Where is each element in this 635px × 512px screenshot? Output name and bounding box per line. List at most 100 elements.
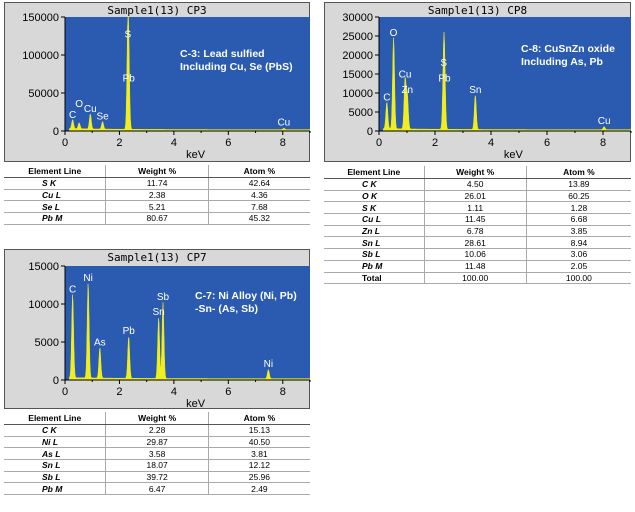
y-tick-label: 10000	[28, 299, 59, 311]
weight-cell: 4.50	[423, 178, 527, 191]
weight-cell: 39.72	[105, 471, 209, 484]
x-tick-label: 4	[171, 137, 177, 149]
y-tick-label: 15000	[28, 261, 59, 273]
element-line-cell: Sb L	[324, 248, 425, 261]
peak-label: Ni	[264, 359, 273, 370]
y-tick-label: 0	[53, 375, 59, 387]
table-row: Sb L 10.06 3.06	[324, 248, 631, 261]
atom-cell: 25.96	[208, 471, 310, 484]
peak-label: Cu	[277, 117, 290, 128]
peak-label: C	[383, 92, 390, 103]
y-tick-label: 25000	[342, 31, 373, 43]
weight-cell: 6.78	[423, 225, 527, 238]
col-atom: Atom %	[208, 412, 310, 425]
table-row: Sn L 28.61 8.94	[324, 236, 631, 250]
atom-cell: 1.28	[526, 201, 631, 215]
peak-label: Sn	[153, 307, 165, 318]
element-line-cell: Se L	[4, 200, 106, 214]
weight-cell: 26.01	[423, 190, 527, 203]
atom-cell: 8.94	[526, 236, 631, 250]
x-tick-label: 6	[225, 386, 231, 398]
x-tick-label: 8	[600, 137, 606, 149]
x-tick-label: 6	[225, 137, 231, 149]
spectrum-cp7: Sample1(13) CP7 C Ni As Pb Sb Sn Ni 0 5000 10000 1…	[4, 249, 311, 410]
composition-table: Element Line Weight % Atom % C K 4.50 13.8…	[324, 166, 631, 285]
y-tick-label: 15000	[342, 69, 373, 81]
peak-label: C	[69, 110, 76, 121]
table-row: S K 1.11 1.28	[324, 201, 631, 215]
weight-cell: 10.06	[423, 248, 527, 261]
annotation-line-2: -Sn- (As, Sb)	[195, 303, 258, 315]
peak-label: As	[94, 338, 106, 349]
weight-cell: 29.87	[105, 436, 209, 449]
element-line-cell: Pb M	[4, 482, 106, 496]
table-row: As L 3.58 3.81	[4, 447, 310, 461]
x-tick-label: 2	[116, 386, 122, 398]
element-line-cell: Cu L	[4, 189, 106, 202]
plot-area	[65, 17, 310, 131]
table-row: C K 2.28 15.13	[4, 424, 310, 437]
weight-cell: 2.28	[105, 424, 209, 437]
table-row: Sn L 18.07 12.12	[4, 459, 310, 472]
element-line-cell: S K	[4, 177, 106, 190]
atom-cell: 42.64	[208, 177, 310, 190]
element-line-cell: Ni L	[4, 436, 106, 449]
weight-cell: 1.11	[423, 201, 527, 215]
x-tick-label: 8	[280, 137, 286, 149]
weight-cell: 2.38	[105, 189, 209, 202]
element-line-cell: Zn L	[324, 225, 425, 238]
peak-label: S	[440, 58, 447, 69]
y-tick-label: 100000	[22, 50, 59, 62]
table-row: Pb M 11.48 2.05	[324, 260, 631, 273]
plot-area	[65, 266, 310, 380]
spectrum-cp3: Sample1(13) CP3 C O Cu Se Pb S Cu 0 50000 100000 1…	[4, 2, 311, 162]
table-row: Se L 5.21 7.68	[4, 200, 310, 214]
atom-cell: 45.32	[208, 212, 310, 225]
peak-label: Zn	[401, 85, 413, 96]
x-tick-label: 4	[171, 386, 177, 398]
atom-cell: 13.89	[526, 178, 631, 191]
atom-cell: 6.68	[526, 213, 631, 226]
panel-cp8: Sample1(13) CP8 C O Cu Zn S Pb Sn Cu 0 5000 10000 1…	[324, 2, 632, 302]
y-tick-label: 20000	[342, 50, 373, 62]
composition-table: Element Line Weight % Atom % C K 2.28 15.1…	[4, 412, 310, 496]
peak-label: Pb	[438, 73, 451, 84]
chart-title: Sample1(13) CP3	[107, 4, 207, 17]
element-line-cell: C K	[4, 424, 106, 437]
x-tick-label: 6	[544, 137, 550, 149]
peak-label: Sb	[157, 292, 170, 303]
weight-cell: 28.61	[423, 236, 527, 250]
atom-cell: 2.49	[208, 482, 310, 496]
element-line-cell: S K	[324, 201, 425, 215]
peak-label: C	[69, 284, 76, 295]
col-element-line: Element Line	[4, 165, 106, 178]
x-tick-label: 0	[62, 137, 68, 149]
y-tick-label: 5000	[35, 337, 59, 349]
atom-cell: 60.25	[526, 190, 631, 203]
atom-cell: 3.85	[526, 225, 631, 238]
atom-cell: 2.05	[526, 260, 631, 273]
atom-cell: 100.00	[526, 272, 631, 285]
weight-cell: 11.74	[105, 177, 209, 190]
table-total-row: Total 100.00 100.00	[324, 272, 631, 285]
spectrum-trace	[65, 16, 311, 132]
weight-cell: 18.07	[105, 459, 209, 472]
peak-label: O	[75, 99, 83, 110]
spectrum-cp8: Sample1(13) CP8 C O Cu Zn S Pb Sn Cu 0 5000 10000 1…	[324, 2, 632, 162]
y-tick-label: 30000	[342, 12, 373, 24]
weight-cell: 5.21	[105, 200, 209, 214]
atom-cell: 4.36	[208, 189, 310, 202]
peak-label: Cu	[598, 116, 611, 127]
x-axis-label: keV	[186, 398, 206, 410]
annotation-line-1: C-3: Lead sulfied	[180, 48, 265, 60]
atom-cell: 7.68	[208, 200, 310, 214]
table-row: Pb M 80.67 45.32	[4, 212, 310, 225]
y-tick-label: 10000	[342, 88, 373, 100]
peak-label: O	[390, 28, 398, 39]
composition-table: Element Line Weight % Atom % S K 11.74 42.…	[4, 165, 310, 225]
table-row: S K 11.74 42.64	[4, 177, 310, 190]
weight-cell: 3.58	[105, 447, 209, 461]
chart-annotation: C-8: CuSnZn oxide Including As, Pb	[521, 43, 615, 69]
y-tick-label: 0	[53, 126, 59, 138]
table-row: C K 4.50 13.89	[324, 178, 631, 191]
